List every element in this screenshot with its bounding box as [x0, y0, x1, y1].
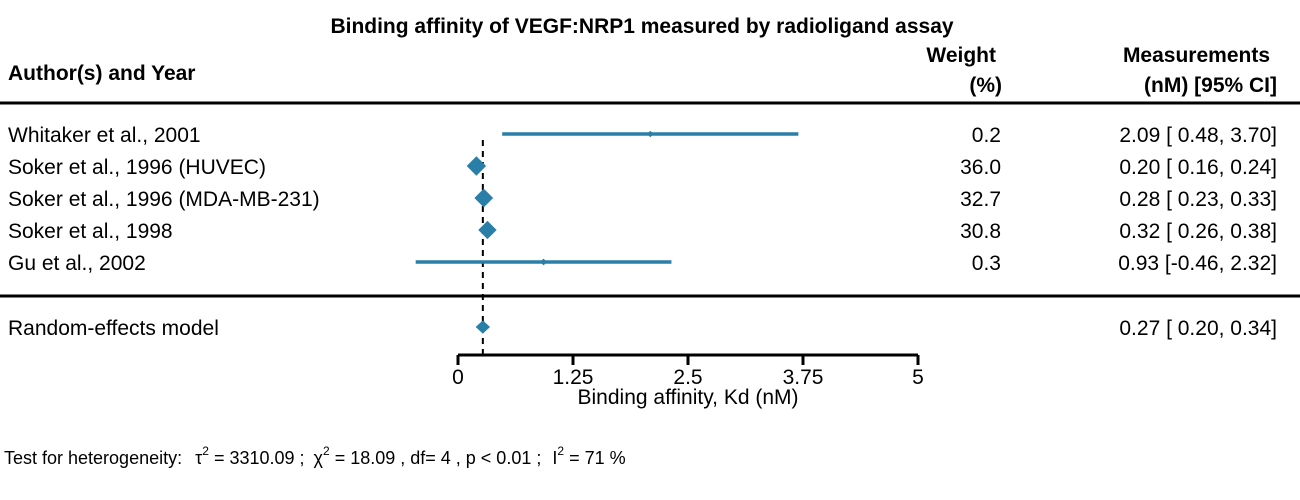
i2-superscript: 2 — [557, 444, 564, 458]
chi-value: = 18.09 , df= 4 , p < 0.01 ; — [330, 448, 542, 468]
study-label: Soker et al., 1998 — [8, 220, 173, 243]
i2-value: = 71 % — [564, 448, 626, 468]
study-label: Gu et al., 2002 — [8, 252, 146, 275]
study-ci: 0.32 [ 0.26, 0.38] — [1119, 220, 1277, 243]
study-ci: 2.09 [ 0.48, 3.70] — [1119, 124, 1277, 147]
study-label: Whitaker et al., 2001 — [8, 124, 201, 147]
x-tick-label: 5 — [912, 366, 924, 389]
study-row: Soker et al., 1996 (HUVEC) 36.0 0.20 [ 0.1… — [8, 156, 1277, 179]
summary-diamond — [475, 320, 491, 334]
study-point — [647, 130, 654, 138]
study-label: Soker et al., 1996 (MDA-MB-231) — [8, 188, 320, 211]
tau-symbol: τ — [195, 448, 202, 468]
tau-superscript: 2 — [202, 444, 209, 458]
study-row: Gu et al., 2002 0.3 0.93 [-0.46, 2.32] — [8, 252, 1277, 275]
study-point — [474, 188, 494, 208]
x-tick-label: 1.25 — [553, 366, 594, 389]
study-column-header: Author(s) and Year — [8, 62, 195, 85]
study-ci: 0.28 [ 0.23, 0.33] — [1119, 188, 1277, 211]
heterogeneity-text: Test for heterogeneity: τ2 = 3310.09 ; χ… — [4, 444, 626, 468]
x-axis-label: Binding affinity, Kd (nM) — [578, 386, 799, 409]
study-weight: 32.7 — [960, 188, 1001, 211]
study-row: Soker et al., 1996 (MDA-MB-231) 32.7 0.28 … — [8, 188, 1277, 211]
chi-superscript: 2 — [323, 444, 330, 458]
study-point — [478, 220, 497, 240]
weight-column-unit: (%) — [969, 74, 1002, 97]
study-row: Soker et al., 1998 30.8 0.32 [ 0.26, 0.38] — [8, 220, 1277, 243]
weight-column-header: Weight — [926, 44, 996, 67]
x-tick-label: 0 — [452, 366, 464, 389]
x-tick-label: 2.5 — [673, 366, 702, 389]
i2-symbol: I — [552, 448, 557, 468]
chart-title: Binding affinity of VEGF:NRP1 measured b… — [330, 15, 953, 38]
study-weight: 36.0 — [960, 156, 1001, 179]
study-label: Soker et al., 1996 (HUVEC) — [8, 156, 266, 179]
summary-label: Random-effects model — [8, 317, 219, 340]
tau-value: = 3310.09 ; — [209, 448, 305, 468]
study-row: Whitaker et al., 2001 0.2 2.09 [ 0.48, 3.7… — [8, 124, 1277, 147]
study-ci: 0.93 [-0.46, 2.32] — [1118, 252, 1277, 275]
study-weight: 0.3 — [972, 252, 1001, 275]
study-point — [466, 156, 487, 176]
x-tick-label: 3.75 — [783, 366, 824, 389]
summary-ci: 0.27 [ 0.20, 0.34] — [1119, 317, 1277, 340]
chi-symbol: χ — [314, 448, 324, 468]
measurement-column-unit: (nM) [95% CI] — [1144, 74, 1277, 97]
heterogeneity-prefix: Test for heterogeneity: — [4, 448, 182, 468]
measurement-column-header: Measurements — [1123, 44, 1270, 67]
study-ci: 0.20 [ 0.16, 0.24] — [1119, 156, 1277, 179]
study-weight: 0.2 — [972, 124, 1001, 147]
study-point — [540, 258, 547, 266]
study-weight: 30.8 — [960, 220, 1001, 243]
